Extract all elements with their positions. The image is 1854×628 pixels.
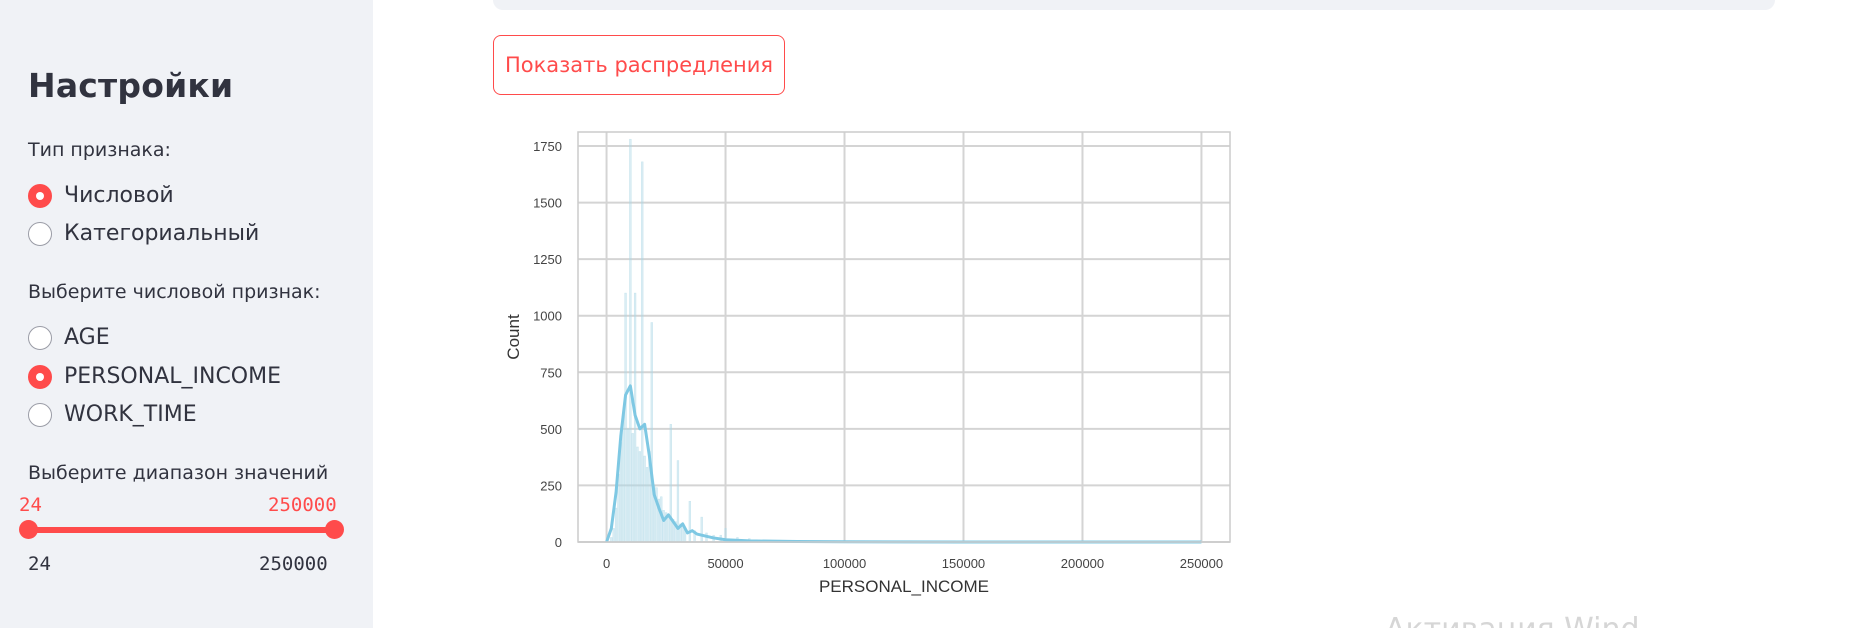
radio-dot-icon <box>28 221 52 246</box>
radio-dot-icon <box>28 325 52 350</box>
histogram-bar <box>650 322 653 543</box>
y-tick-label: 0 <box>555 535 562 550</box>
top-container-edge <box>493 0 1775 10</box>
radio-numeric[interactable]: Числовой <box>28 183 174 208</box>
x-tick-label: 250000 <box>1180 556 1223 571</box>
y-tick-label: 750 <box>540 365 562 380</box>
histogram-bar <box>645 467 649 543</box>
histogram-bar <box>681 525 684 543</box>
histogram-bar <box>643 455 646 543</box>
radio-age[interactable]: AGE <box>28 325 110 350</box>
range-slider-low-handle[interactable] <box>19 520 38 539</box>
histogram-bar <box>700 516 703 543</box>
x-tick-label: 0 <box>603 556 610 571</box>
y-tick-label: 1500 <box>533 196 562 211</box>
slider-high-value: 250000 <box>268 494 337 516</box>
radio-dot-icon <box>28 402 52 427</box>
histogram-bar <box>612 528 615 543</box>
radio-work-time[interactable]: WORK_TIME <box>28 402 197 427</box>
y-tick-label: 1000 <box>533 309 562 324</box>
histogram-bar <box>629 138 632 543</box>
range-label: Выберите диапазон значений <box>28 462 329 484</box>
radio-label: PERSONAL_INCOME <box>64 364 282 389</box>
x-axis-label: PERSONAL_INCOME <box>819 577 989 596</box>
histogram-bar <box>626 428 630 543</box>
histogram-bar <box>622 417 625 543</box>
kde-line <box>605 384 1202 544</box>
histogram-bar <box>688 501 691 543</box>
histogram-bar <box>614 507 618 543</box>
y-tick-label: 250 <box>540 478 562 493</box>
show-distributions-button[interactable]: Показать распредления <box>493 35 785 95</box>
histogram-bar <box>669 424 672 543</box>
plot-frame <box>577 131 1231 543</box>
x-tick-label: 200000 <box>1061 556 1104 571</box>
histogram-bars <box>610 138 751 543</box>
x-tick-label: 100000 <box>823 556 866 571</box>
y-tick-label: 1750 <box>533 139 562 154</box>
slider-low-value: 24 <box>19 494 42 516</box>
numeric-feature-label: Выберите числовой признак: <box>28 281 321 303</box>
radio-label: Числовой <box>64 183 174 208</box>
y-tick-label: 500 <box>540 422 562 437</box>
feature-type-label: Тип признака: <box>28 139 171 161</box>
radio-label: AGE <box>64 325 110 350</box>
radio-dot-icon <box>28 183 52 208</box>
histogram-bar <box>636 446 639 543</box>
chart-grid <box>578 132 1230 543</box>
chart-ticks: 0 50000 100000 150000 200000 250000 0 250 500 750… <box>533 139 1223 571</box>
x-tick-label: 150000 <box>942 556 985 571</box>
sidebar: Настройки Тип признака: Числовой Категор… <box>0 0 373 628</box>
sidebar-title: Настройки <box>28 66 234 105</box>
radio-label: Категориальный <box>64 221 260 246</box>
x-tick-label: 50000 <box>707 556 743 571</box>
histogram-bar <box>638 451 642 543</box>
range-slider-track[interactable] <box>28 527 334 533</box>
radio-personal-income[interactable]: PERSONAL_INCOME <box>28 364 281 389</box>
slider-max-label: 250000 <box>259 553 328 575</box>
histogram-bar <box>641 161 644 543</box>
histogram-bar <box>624 292 627 543</box>
radio-categorical[interactable]: Категориальный <box>28 221 259 246</box>
histogram-chart: 0 50000 100000 150000 200000 250000 0 250 500 750… <box>504 131 1231 596</box>
range-slider-high-handle[interactable] <box>325 520 344 539</box>
slider-min-label: 24 <box>28 553 51 575</box>
radio-label: WORK_TIME <box>64 402 197 427</box>
y-tick-label: 1250 <box>533 252 562 267</box>
kde-curve <box>605 384 1202 544</box>
histogram-bar <box>667 514 670 543</box>
radio-dot-icon <box>28 364 52 389</box>
activation-watermark: Активация Wind <box>1385 612 1640 628</box>
histogram-bar <box>631 433 634 543</box>
y-axis-label: Count <box>504 314 523 360</box>
